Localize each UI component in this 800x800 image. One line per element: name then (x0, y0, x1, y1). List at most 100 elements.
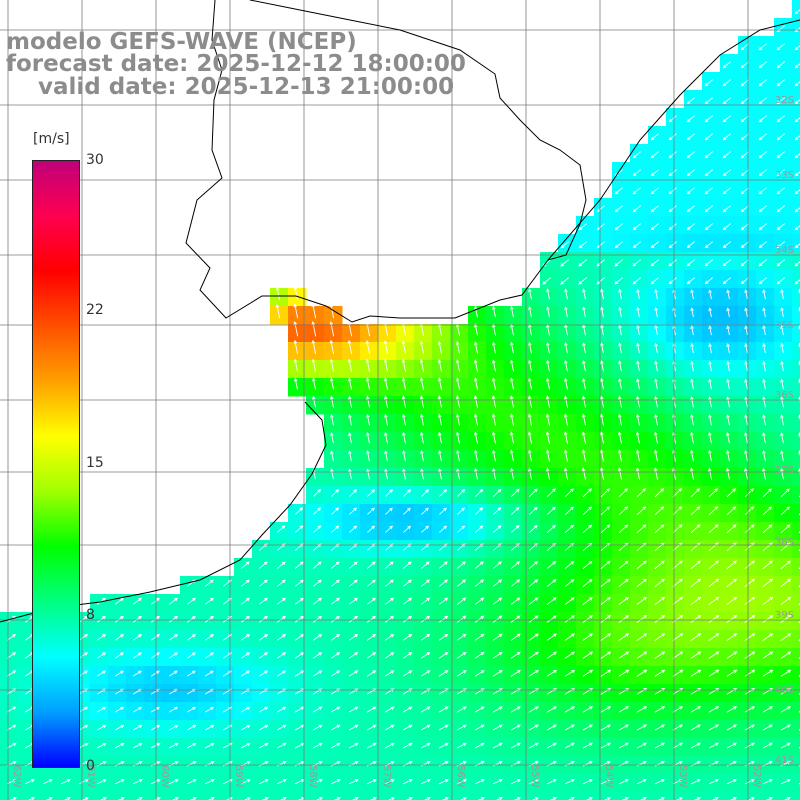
wind-arrow (776, 97, 785, 105)
wind-arrow (690, 706, 702, 713)
wind-arrow (384, 779, 395, 785)
latitude-label: 32S (775, 95, 794, 106)
wind-arrow (708, 578, 720, 588)
wind-arrow (60, 779, 71, 785)
longitude-label: 59W (233, 765, 244, 788)
wind-arrow (740, 61, 749, 69)
wind-arrow (596, 259, 606, 267)
wind-arrow (473, 413, 478, 426)
wind-arrow (6, 724, 17, 731)
wind-speed-cell (792, 288, 800, 307)
wind-arrow (794, 207, 800, 213)
wind-arrow (722, 223, 731, 231)
wind-arrow (618, 324, 622, 336)
wind-arrow (293, 303, 299, 319)
wind-arrow (546, 706, 557, 713)
wind-arrow (348, 561, 358, 569)
wind-arrow (650, 223, 659, 231)
wind-arrow (258, 779, 269, 785)
wind-arrow (596, 205, 605, 213)
wind-arrow (545, 413, 550, 426)
wind-arrow (740, 223, 749, 231)
wind-arrow (114, 597, 124, 605)
wind-arrow (420, 742, 431, 749)
wind-arrow (708, 614, 720, 624)
wind-arrow (240, 615, 251, 623)
wind-arrow (690, 669, 702, 677)
wind-arrow (618, 578, 629, 588)
wind-arrow (240, 597, 250, 605)
wind-arrow (708, 651, 720, 659)
wind-arrow (780, 396, 784, 408)
wind-arrow (330, 597, 340, 605)
wind-arrow (150, 597, 160, 605)
wind-arrow (650, 259, 660, 267)
wind-arrow (367, 489, 376, 497)
wind-arrow (473, 377, 478, 390)
wind-arrow (437, 413, 442, 426)
wind-arrow (614, 205, 623, 213)
wind-arrow (758, 187, 767, 195)
wind-arrow (96, 706, 107, 713)
wind-arrow (672, 560, 683, 570)
wind-arrow (420, 615, 431, 623)
wind-arrow (707, 449, 712, 462)
wind-arrow (686, 151, 695, 159)
wind-arrow (168, 597, 178, 605)
wind-arrow (744, 651, 756, 659)
wind-arrow (348, 450, 352, 462)
wind-arrow (599, 395, 604, 408)
wind-arrow (672, 742, 683, 749)
wind-arrow (96, 779, 107, 785)
wind-arrow (654, 596, 666, 606)
wind-speed-cell (612, 792, 631, 800)
wind-arrow (618, 724, 629, 731)
wind-arrow (114, 724, 125, 731)
wind-arrow (780, 306, 784, 318)
wind-arrow (744, 396, 748, 408)
wind-arrow (384, 597, 395, 605)
wind-arrow (365, 340, 371, 355)
wind-arrow (331, 507, 340, 515)
wind-arrow (758, 133, 767, 141)
wind-arrow (618, 306, 622, 318)
wind-arrow (186, 724, 197, 731)
wind-arrow (330, 468, 334, 480)
coastline (185, 0, 587, 323)
map-title: modelo GEFS-WAVE (NCEP) (6, 29, 357, 55)
wind-arrow (312, 724, 323, 731)
wind-arrow (348, 779, 359, 785)
wind-arrow (578, 277, 588, 285)
wind-arrow (726, 325, 730, 336)
wind-speed-cell (792, 324, 800, 343)
wind-arrow (600, 651, 612, 659)
wind-arrow (349, 525, 358, 533)
wind-arrow (726, 778, 737, 785)
wind-arrow (780, 742, 791, 749)
wind-arrow (330, 561, 340, 569)
wind-arrow (743, 467, 748, 480)
wind-arrow (632, 223, 641, 231)
wind-arrow (636, 633, 648, 641)
wind-arrow (632, 277, 642, 285)
wind-arrow (420, 431, 424, 444)
wind-arrow (578, 223, 587, 231)
wind-speed-cell (18, 792, 37, 800)
wind-arrow (402, 724, 413, 731)
wind-arrow (560, 259, 570, 267)
wind-speed-cell (558, 792, 577, 800)
wind-arrow (349, 489, 358, 497)
wind-arrow (348, 670, 359, 677)
wind-speed-cell (792, 234, 800, 253)
wind-arrow (546, 779, 557, 785)
wind-arrow (401, 340, 407, 354)
wind-arrow (689, 467, 694, 480)
wind-arrow (780, 524, 791, 534)
wind-arrow (600, 488, 611, 498)
wind-arrow (330, 395, 334, 408)
wind-arrow (421, 507, 429, 515)
wind-arrow (527, 467, 532, 480)
wind-arrow (366, 633, 377, 641)
wind-arrow (654, 724, 666, 731)
wind-arrow (563, 449, 568, 462)
